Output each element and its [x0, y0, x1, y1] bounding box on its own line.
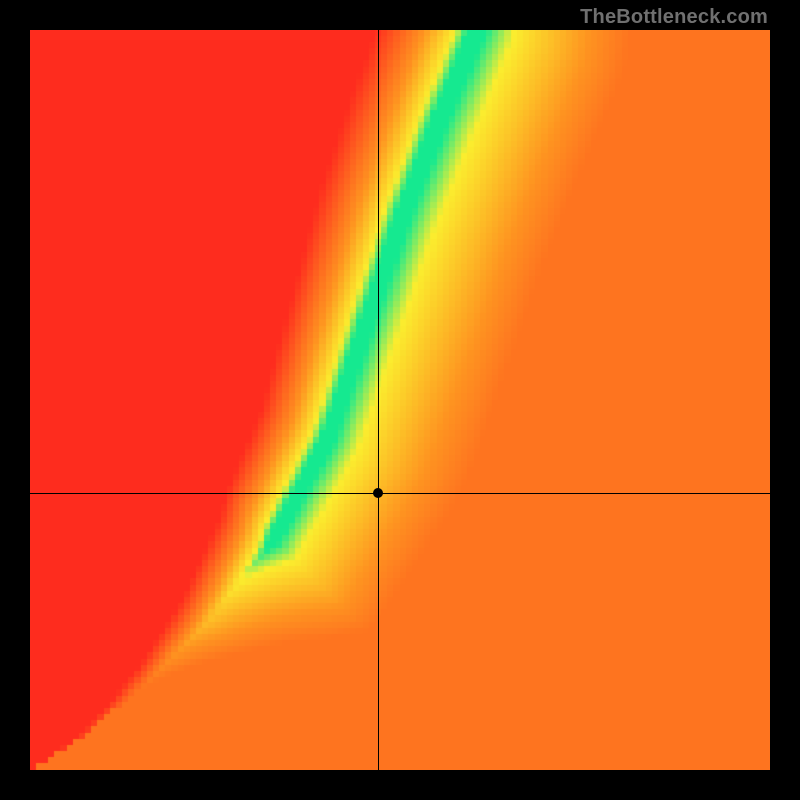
chart-container: TheBottleneck.com [0, 0, 800, 800]
marker-dot [373, 488, 383, 498]
watermark-label: TheBottleneck.com [580, 6, 768, 29]
crosshair-vertical [378, 30, 379, 770]
heatmap-canvas [30, 30, 770, 770]
heatmap-plot [30, 30, 770, 770]
crosshair-horizontal [30, 493, 770, 494]
